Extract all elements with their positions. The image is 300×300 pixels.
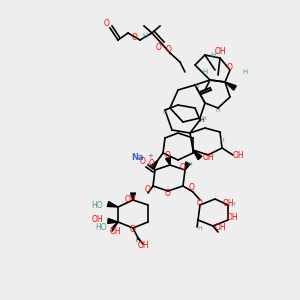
Text: OH: OH <box>109 227 121 236</box>
Text: HO: HO <box>95 224 107 232</box>
Polygon shape <box>225 82 236 90</box>
Polygon shape <box>150 160 158 169</box>
Text: OH: OH <box>137 242 149 250</box>
Text: OH: OH <box>92 215 103 224</box>
Text: H: H <box>200 118 204 122</box>
Text: H: H <box>210 52 215 58</box>
Text: OH: OH <box>202 152 214 161</box>
Text: H: H <box>202 69 208 75</box>
Text: +: + <box>147 153 153 159</box>
Text: H: H <box>242 69 247 75</box>
Text: O: O <box>166 44 172 53</box>
Polygon shape <box>107 202 118 207</box>
Text: H: H <box>198 226 203 230</box>
Text: H: H <box>163 110 167 115</box>
Text: OH: OH <box>232 151 244 160</box>
Text: O: O <box>189 184 195 193</box>
Text: H: H <box>220 137 224 142</box>
Text: H: H <box>195 83 200 88</box>
Text: OH: OH <box>124 196 136 205</box>
Text: O: O <box>156 44 162 52</box>
Text: OH: OH <box>226 214 238 223</box>
Text: H: H <box>188 163 192 167</box>
Text: H: H <box>142 33 148 39</box>
Polygon shape <box>108 218 118 224</box>
Text: O: O <box>180 164 186 172</box>
Text: OH: OH <box>215 47 226 56</box>
Text: H: H <box>136 238 140 244</box>
Polygon shape <box>193 150 202 160</box>
Text: OH: OH <box>222 199 234 208</box>
Text: O: O <box>145 185 151 194</box>
Polygon shape <box>130 193 136 200</box>
Text: -: - <box>147 160 149 166</box>
Polygon shape <box>185 162 190 170</box>
Text: O: O <box>104 20 110 28</box>
Polygon shape <box>166 157 170 165</box>
Text: O: O <box>149 158 155 167</box>
Text: H: H <box>230 202 235 208</box>
Text: HO: HO <box>92 200 103 209</box>
Text: O: O <box>197 199 203 208</box>
Text: Na: Na <box>132 154 144 163</box>
Text: O: O <box>165 188 171 197</box>
Text: O: O <box>130 226 136 235</box>
Text: H: H <box>216 107 220 112</box>
Text: O: O <box>132 32 138 41</box>
Text: OH: OH <box>214 224 226 232</box>
Text: O: O <box>227 64 233 73</box>
Text: H: H <box>202 116 206 121</box>
Text: O: O <box>140 158 146 166</box>
Text: O: O <box>165 151 171 160</box>
